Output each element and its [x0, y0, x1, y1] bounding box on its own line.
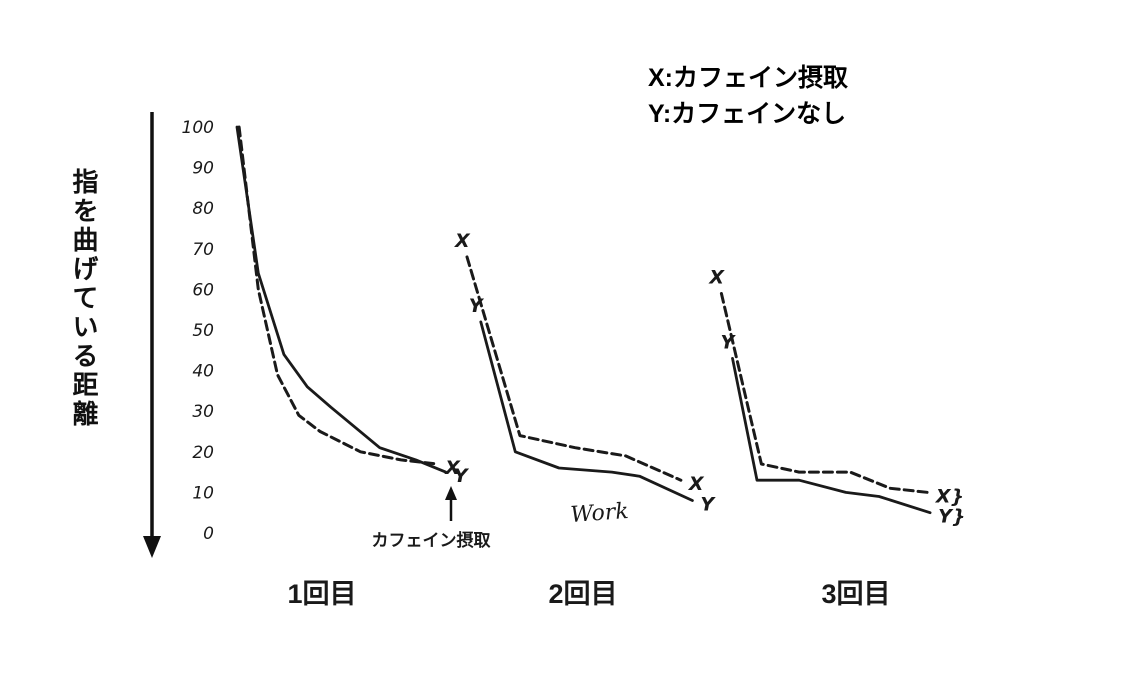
- y-axis-arrowhead-icon: [143, 536, 161, 558]
- series-point-label-Y: Y: [469, 295, 485, 317]
- trial-3-label: 3回目: [821, 579, 890, 609]
- series-point-label-Y: Y: [454, 465, 470, 487]
- series-point-label-Y}: Y}: [938, 506, 965, 528]
- trial-1-series-X-line: [237, 125, 439, 466]
- legend-entry-y: Y:カフェインなし: [648, 100, 847, 129]
- y-tick-0: 0: [203, 524, 214, 544]
- trial-3-series-X-line: [719, 292, 930, 494]
- series-point-label-X: X: [688, 473, 705, 495]
- trial-1-series-Y-line: [235, 125, 448, 474]
- y-tick-90: 90: [192, 159, 214, 179]
- series-point-label-X}: X}: [935, 485, 964, 507]
- y-axis-label: 指を曲げている距離: [69, 168, 99, 429]
- legend-entry-x: X:カフェイン摂取: [648, 64, 849, 92]
- trial-2-series-Y-line: [479, 320, 694, 502]
- y-tick-20: 20: [192, 443, 214, 463]
- y-tick-70: 70: [192, 240, 214, 260]
- series-point-label-X: X: [708, 267, 725, 289]
- y-tick-30: 30: [192, 402, 214, 422]
- caffeine-annotation-arrowhead-icon: [445, 486, 457, 500]
- series-point-label-X: X: [444, 457, 461, 479]
- trial-2-series-X-line: [465, 255, 683, 482]
- series-point-label-X: X: [454, 230, 471, 252]
- y-tick-50: 50: [192, 321, 214, 341]
- y-tick-100: 100: [182, 118, 214, 138]
- trial-1-label: 1回目: [287, 579, 356, 609]
- y-tick-60: 60: [192, 280, 214, 300]
- y-tick-80: 80: [192, 199, 214, 219]
- trial-2-label: 2回目: [548, 579, 617, 609]
- y-tick-10: 10: [192, 483, 214, 503]
- trial-3-series-Y-line: [731, 356, 932, 515]
- series-point-label-Y: Y: [700, 494, 716, 516]
- y-tick-40: 40: [192, 362, 214, 382]
- series-point-label-Y: Y: [721, 331, 737, 353]
- work-annotation: Work: [570, 499, 630, 528]
- legend: X:カフェイン摂取 Y:カフェインなし: [648, 60, 848, 133]
- caffeine-annotation-label: カフェイン摂取: [372, 530, 491, 550]
